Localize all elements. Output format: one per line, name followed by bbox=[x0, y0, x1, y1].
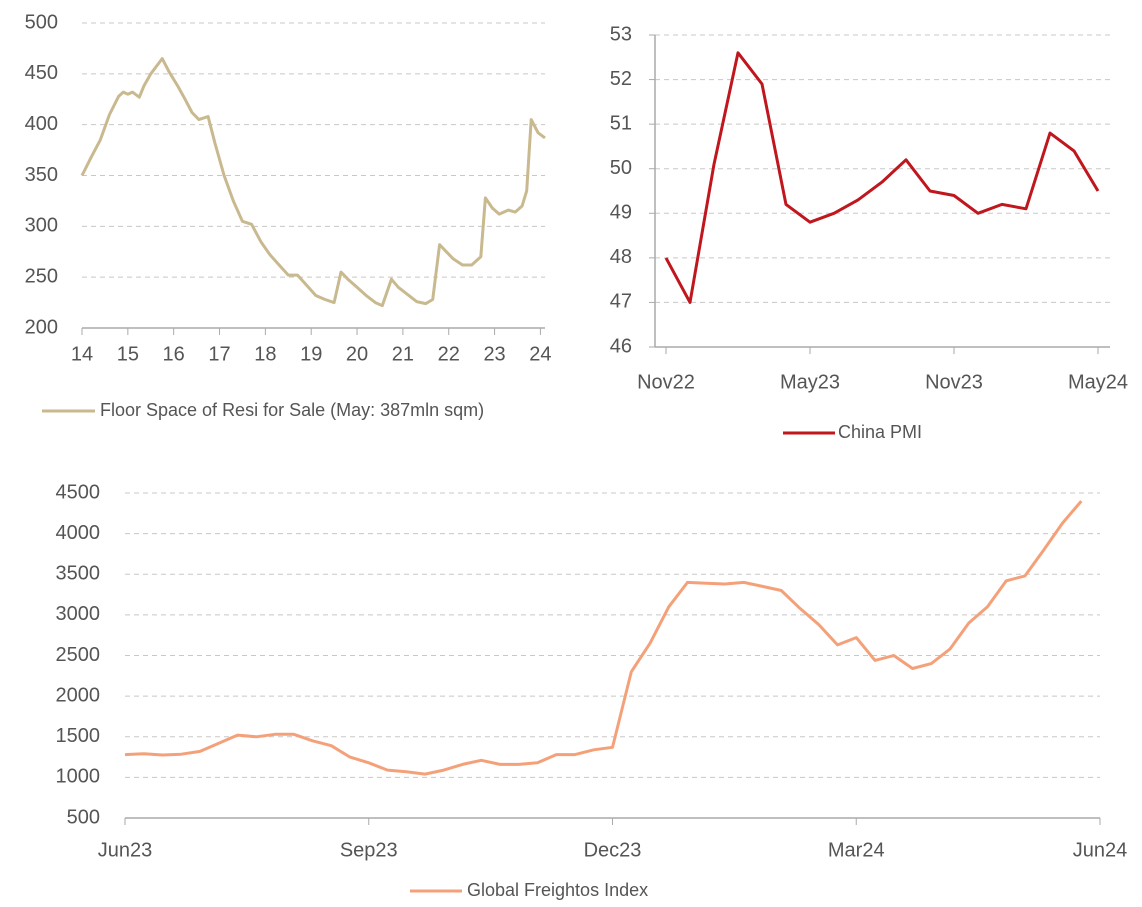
y-tick-label: 2500 bbox=[56, 644, 101, 666]
y-tick-label: 4500 bbox=[56, 481, 101, 503]
y-tick-label: 52 bbox=[610, 68, 632, 90]
x-tick-label: 16 bbox=[163, 343, 185, 365]
x-tick-label: 19 bbox=[300, 343, 322, 365]
y-tick-label: 53 bbox=[610, 23, 632, 45]
x-tick-label: 17 bbox=[208, 343, 230, 365]
y-tick-label: 500 bbox=[25, 11, 58, 33]
legend-label: Floor Space of Resi for Sale (May: 387ml… bbox=[100, 400, 485, 420]
x-tick-label: 23 bbox=[483, 343, 505, 365]
series-line bbox=[124, 500, 1083, 776]
y-tick-label: 50 bbox=[610, 157, 632, 179]
x-tick-label: Jun24 bbox=[1073, 839, 1128, 861]
y-tick-label: 500 bbox=[67, 806, 100, 828]
y-tick-label: 300 bbox=[25, 215, 58, 237]
series-line bbox=[664, 51, 1100, 304]
y-tick-label: 200 bbox=[25, 316, 58, 338]
x-tick-label: 14 bbox=[71, 343, 93, 365]
legend-item: Floor Space of Resi for Sale (May: 387ml… bbox=[100, 400, 485, 420]
legend-item: Global Freightos Index bbox=[467, 880, 649, 900]
legend-item: China PMI bbox=[838, 422, 923, 442]
x-tick-label: 20 bbox=[346, 343, 368, 365]
x-tick-label: Jun23 bbox=[98, 839, 153, 861]
x-tick-label: May23 bbox=[780, 371, 840, 393]
y-tick-label: 2000 bbox=[56, 684, 101, 706]
x-tick-label: Nov23 bbox=[925, 371, 983, 393]
y-tick-label: 46 bbox=[610, 335, 632, 357]
y-tick-label: 48 bbox=[610, 246, 632, 268]
y-tick-label: 47 bbox=[610, 291, 632, 313]
x-tick-label: 18 bbox=[254, 343, 276, 365]
x-tick-label: 24 bbox=[529, 343, 551, 365]
y-tick-label: 1500 bbox=[56, 725, 101, 747]
x-tick-label: 22 bbox=[438, 343, 460, 365]
y-tick-label: 400 bbox=[25, 113, 58, 135]
x-tick-label: 21 bbox=[392, 343, 414, 365]
x-tick-label: Nov22 bbox=[637, 371, 695, 393]
y-tick-label: 51 bbox=[610, 112, 632, 134]
y-tick-label: 3500 bbox=[56, 563, 101, 585]
x-tick-label: 15 bbox=[117, 343, 139, 365]
y-tick-label: 4000 bbox=[56, 522, 101, 544]
y-tick-label: 450 bbox=[25, 62, 58, 84]
x-tick-label: Dec23 bbox=[584, 839, 642, 861]
legend-label: China PMI bbox=[838, 422, 923, 442]
series-line bbox=[80, 57, 546, 308]
y-tick-label: 3000 bbox=[56, 603, 101, 625]
y-tick-label: 350 bbox=[25, 164, 58, 186]
y-tick-label: 1000 bbox=[56, 766, 101, 788]
x-tick-label: May24 bbox=[1068, 371, 1128, 393]
y-tick-label: 49 bbox=[610, 202, 632, 224]
legend-label: Global Freightos Index bbox=[467, 880, 649, 900]
y-tick-label: 250 bbox=[25, 265, 58, 287]
x-tick-label: Sep23 bbox=[340, 839, 398, 861]
x-tick-label: Mar24 bbox=[828, 839, 885, 861]
